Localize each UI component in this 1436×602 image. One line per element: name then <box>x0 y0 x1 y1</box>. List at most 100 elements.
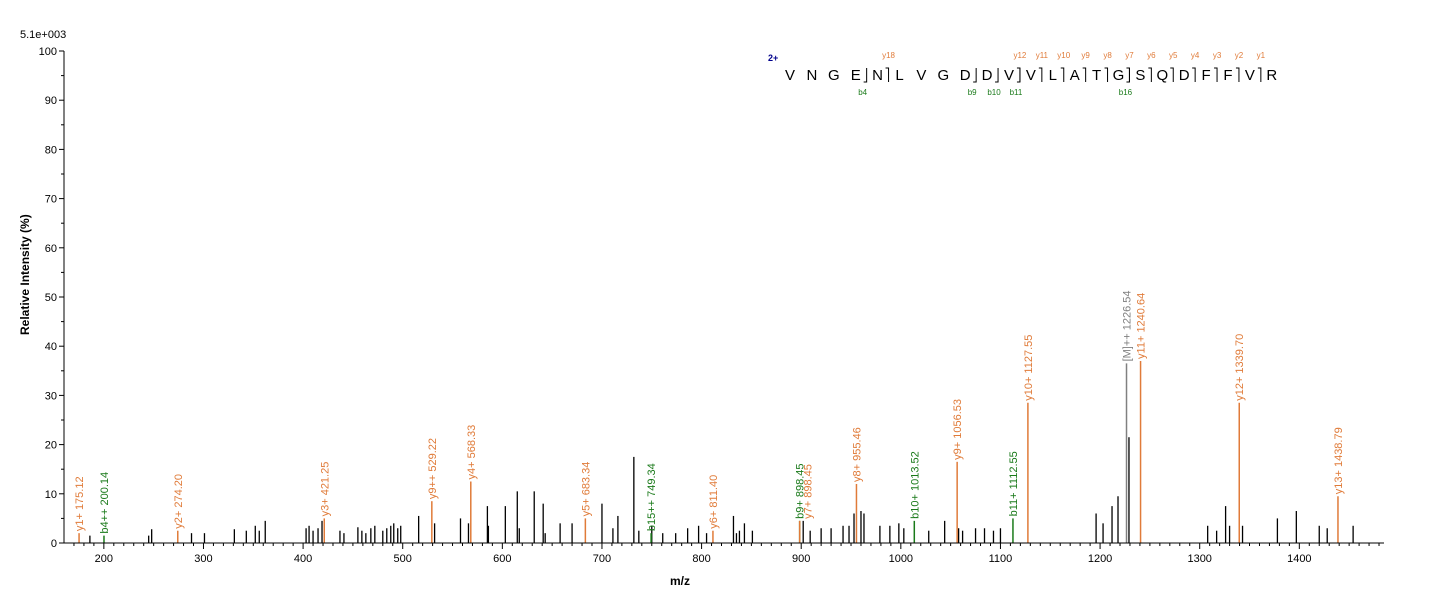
y-ion-bracket <box>1060 67 1065 82</box>
peak-label: y3+ 421.25 <box>319 462 331 517</box>
sequence-residue: N <box>872 67 883 84</box>
sequence-residue: S <box>1135 67 1145 84</box>
x-tick-label: 1100 <box>989 553 1013 565</box>
b-ion-label: b16 <box>1119 88 1133 97</box>
y-ion-label: y3 <box>1213 51 1222 60</box>
peak-label: y12+ 1339.70 <box>1234 334 1246 401</box>
x-tick-label: 600 <box>493 553 511 565</box>
sequence-residue: V <box>1026 67 1036 84</box>
x-tick-label: 800 <box>692 553 710 565</box>
peak-label: y1+ 175.12 <box>74 476 86 531</box>
sequence-residue: N <box>806 67 817 84</box>
peak-labels-layer: y1+ 175.12 b4++ 200.14 y2+ 274.20 y3+ 421.2… <box>74 290 1345 533</box>
y-tick-label: 30 <box>45 390 57 402</box>
x-tick-label: 1400 <box>1287 553 1311 565</box>
y-ion-label: y4 <box>1191 51 1200 60</box>
y-ion-label: y12 <box>1013 51 1026 60</box>
x-tick-label: 1300 <box>1187 553 1211 565</box>
peak-label: y4+ 568.33 <box>466 425 478 480</box>
charge-state-label: 2+ <box>768 53 778 63</box>
y-tick-label: 100 <box>39 46 57 58</box>
peak-label: y9+ 1056.53 <box>952 399 964 460</box>
y-ion-bracket <box>1170 67 1174 82</box>
sequence-residue: V <box>1245 67 1255 84</box>
sequence-residue: D <box>960 67 971 84</box>
y-ion-label: y8 <box>1103 51 1112 60</box>
peak-label: y9++ 529.22 <box>427 438 439 499</box>
peak-label: y5+ 683.34 <box>580 462 592 517</box>
sequence-residue: E <box>851 67 861 84</box>
y-ion-bracket <box>1235 67 1240 82</box>
y-tick-label: 0 <box>51 538 57 550</box>
x-tick-label: 700 <box>593 553 611 565</box>
x-tick-label: 1200 <box>1088 553 1112 565</box>
y-ion-bracket <box>1148 67 1152 82</box>
y-axis-title: Relative Intensity (%) <box>18 214 32 335</box>
y-ion-label: y7 <box>1125 51 1134 60</box>
b-ion-bracket <box>995 68 999 83</box>
y-ion-label: y5 <box>1169 51 1178 60</box>
y-ion-bracket <box>1192 67 1196 82</box>
peak-label: y7+ 898.45 <box>803 464 815 519</box>
y-ion-label: y1 <box>1257 51 1266 60</box>
peak-label: b4++ 200.14 <box>99 472 111 534</box>
sequence-residue: F <box>1223 67 1232 84</box>
x-tick-label: 400 <box>294 553 312 565</box>
b-ion-label: b9 <box>968 88 977 97</box>
sequence-residue: G <box>828 67 840 84</box>
peak-label: y10+ 1127.55 <box>1023 335 1035 401</box>
x-axis-ticks: 200 300 400 500 600 700 800 900 1000 1100 1200 1300… <box>73 543 1380 565</box>
y-ion-label: y11 <box>1036 51 1049 60</box>
y-tick-label: 50 <box>45 292 57 304</box>
sequence-residue: V <box>916 67 926 84</box>
peaks-layer <box>78 360 1354 543</box>
intensity-scale-label: 5.1e+003 <box>20 29 66 41</box>
y-ion-label: y6 <box>1147 51 1156 60</box>
peak-label: [M]++ 1226.54 <box>1122 290 1134 361</box>
y-ion-bracket <box>1104 67 1109 82</box>
sequence-residue: L <box>1049 67 1057 84</box>
y-tick-label: 80 <box>45 144 57 156</box>
y-ion-bracket <box>1214 67 1218 82</box>
b-ion-bracket <box>863 68 868 83</box>
sequence-residue: D <box>982 67 993 84</box>
y-tick-label: 20 <box>45 440 57 452</box>
peak-label: y2+ 274.20 <box>173 474 185 529</box>
y-axis-ticks: 0 10 20 30 40 50 60 70 80 90 100 <box>39 46 64 550</box>
y-tick-label: 60 <box>45 243 57 255</box>
b-ion-label: b11 <box>1010 88 1023 97</box>
x-tick-label: 1000 <box>889 553 913 565</box>
sequence-residue: V <box>1004 67 1014 84</box>
sequence-residue: V <box>785 67 795 84</box>
y-ion-label: y2 <box>1235 51 1244 60</box>
peak-label: y13+ 1438.79 <box>1333 427 1345 494</box>
y-tick-label: 10 <box>45 489 57 501</box>
x-axis-title: m/z <box>670 574 690 588</box>
b-ion-label: b10 <box>987 88 1001 97</box>
y-ion-label: y9 <box>1081 51 1090 60</box>
y-ion-bracket <box>1082 67 1087 82</box>
b-ion-bracket <box>973 68 977 83</box>
b-ion-label: b4 <box>858 88 867 97</box>
b-ion-bracket <box>1126 68 1130 83</box>
y-ion-label: y18 <box>882 51 895 60</box>
x-tick-label: 500 <box>394 553 412 565</box>
y-ion-bracket <box>1257 67 1262 82</box>
peak-label: b11+ 1112.55 <box>1008 451 1020 516</box>
peak-label: b10+ 1013.52 <box>909 451 921 519</box>
peak-label: b15++ 749.34 <box>646 463 658 531</box>
sequence-residue: R <box>1266 67 1277 84</box>
sequence-residue: G <box>1113 67 1125 84</box>
x-tick-label: 900 <box>792 553 810 565</box>
peak-label: b9+ 898.45 <box>795 463 807 518</box>
sequence-residue: Q <box>1156 67 1168 84</box>
b-ion-bracket <box>1016 68 1021 83</box>
peak-label: y11+ 1240.64 <box>1136 293 1148 359</box>
y-tick-label: 40 <box>45 341 57 353</box>
peak-label: y8+ 955.46 <box>851 427 863 482</box>
sequence-residue: L <box>895 67 903 84</box>
x-tick-label: 300 <box>194 553 212 565</box>
sequence-residue: T <box>1092 67 1101 84</box>
